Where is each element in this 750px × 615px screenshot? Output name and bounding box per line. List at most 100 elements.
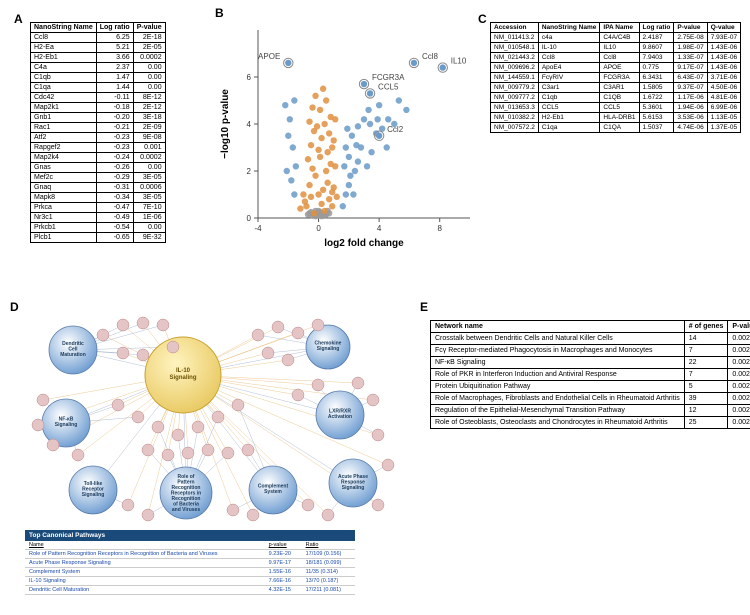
svg-text:Signaling: Signaling [342, 485, 365, 491]
table-cell: Nr3c1 [31, 213, 97, 223]
table-cell: C1qb [31, 73, 97, 83]
table-cell: 1.37E-05 [707, 123, 740, 133]
table-cell: Map2k4 [31, 153, 97, 163]
table-row: Prkca-0.477E-10 [31, 203, 166, 213]
table-cell: Prkcb1 [31, 223, 97, 233]
table-cell: 6.3431 [639, 73, 674, 83]
table-cell: -0.18 [96, 103, 133, 113]
table-cell: 9.23E-20 [265, 550, 302, 559]
table-row: IL-10 Signaling7.66E-1613/70 (0.187) [25, 577, 355, 586]
pathways-d-header: Top Canonical Pathways [25, 530, 355, 541]
table-row: H2-Eb13.660.0002 [31, 53, 166, 63]
table-cell: Prkca [31, 203, 97, 213]
table-cell: NF-κB Signaling [431, 357, 685, 369]
table-cell: 0.00 [133, 223, 165, 233]
svg-text:System: System [264, 489, 282, 495]
table-cell: 9E-32 [133, 233, 165, 243]
table-cell: 4.81E-06 [707, 93, 740, 103]
svg-text:4: 4 [247, 120, 252, 129]
table-row: C4a2.370.00 [31, 63, 166, 73]
col-header: Log ratio [639, 23, 674, 33]
svg-text:0: 0 [247, 214, 252, 223]
table-cell: H2-Eb1 [31, 53, 97, 63]
table-cell: 3.53E-06 [674, 113, 707, 123]
table-cell: Gnas [31, 163, 97, 173]
table-cell: IL-10 [538, 43, 600, 53]
table-cell: 2.75E-08 [674, 33, 707, 43]
svg-text:log2 fold change: log2 fold change [324, 238, 404, 249]
svg-text:and Viruses: and Viruses [172, 507, 200, 513]
table-cell: 0.0021645 [728, 333, 750, 345]
table-cell: -0.26 [96, 163, 133, 173]
table-cell: 2.37 [96, 63, 133, 73]
table-cell: C1QA [600, 123, 639, 133]
table-cell: Acute Phase Response Signaling [25, 559, 265, 568]
table-row: Gnb1-0.203E-18 [31, 113, 166, 123]
table-cell: 0.00 [133, 163, 165, 173]
table-row: NM_010382.2H2-Eb1HLA-DRB15.61533.53E-061… [491, 113, 741, 123]
table-row: Protein Ubiquitination Pathway50.0021645… [431, 381, 750, 393]
table-cell: NM_011413.2 [491, 33, 539, 43]
table-cell: C1QB [600, 93, 639, 103]
table-cell: NM_009696.2 [491, 63, 539, 73]
table-cell: 5.21 [96, 43, 133, 53]
table-cell: Rac1 [31, 123, 97, 133]
table-cell: Crosstalk between Dendritic Cells and Na… [431, 333, 685, 345]
panel-label-a: A [14, 12, 23, 26]
svg-text:Signaling: Signaling [55, 422, 78, 428]
table-cell: -0.47 [96, 203, 133, 213]
table-cell: 0.001 [133, 143, 165, 153]
table-cell: 18/181 (0.099) [302, 559, 355, 568]
table-cell: -0.49 [96, 213, 133, 223]
svg-text:APOE: APOE [258, 52, 280, 61]
col-header: NanoString Name [31, 23, 97, 33]
table-cell: Ccl8 [31, 33, 97, 43]
table-cell: 3.71E-06 [707, 73, 740, 83]
col-header: P-value [728, 321, 750, 333]
table-cell: NM_007572.2 [491, 123, 539, 133]
table-cell: NM_010548.1 [491, 43, 539, 53]
table-cell: 0.0021645 [728, 369, 750, 381]
svg-text:Maturation: Maturation [60, 352, 86, 358]
table-cell: 3E-05 [133, 193, 165, 203]
table-row: Prkcb1-0.540.00 [31, 223, 166, 233]
table-cell: 9.8607 [639, 43, 674, 53]
table-cell: 2E-09 [133, 123, 165, 133]
table-cell: NM_144559.1 [491, 73, 539, 83]
table-cell: Mapk8 [31, 193, 97, 203]
table-cell: 7 [684, 345, 728, 357]
table-row: NM_010548.1IL-10IL109.86071.98E-071.43E-… [491, 43, 741, 53]
table-row: Atf2-0.239E-08 [31, 133, 166, 143]
table-cell: 6.25 [96, 33, 133, 43]
table-cell: 0.0002 [133, 53, 165, 63]
table-cell: C3ar1 [538, 83, 600, 93]
table-cell: 1.43E-06 [707, 53, 740, 63]
table-cell: Atf2 [31, 133, 97, 143]
table-cell: Gnaq [31, 183, 97, 193]
table-cell: APOE [600, 63, 639, 73]
table-cell: -0.23 [96, 143, 133, 153]
table-cell: Ccl8 [538, 53, 600, 63]
table-cell: 0.0021645 [728, 357, 750, 369]
volcano-plot: -40480246log2 fold change−log10 p-valueA… [210, 18, 480, 253]
table-cell: 0.0021645 [728, 381, 750, 393]
table-cell: 2.4187 [639, 33, 674, 43]
svg-text:IL-10: IL-10 [176, 368, 191, 374]
table-cell: H2-Eb1 [538, 113, 600, 123]
table-cell: FcγRIV [538, 73, 600, 83]
svg-text:4: 4 [377, 224, 382, 233]
table-cell: 39 [684, 393, 728, 405]
table-cell: Complement System [25, 568, 265, 577]
table-row: Mef2c-0.293E-05 [31, 173, 166, 183]
table-row: NM_007572.2C1qaC1QA1.50374.74E-061.37E-0… [491, 123, 741, 133]
svg-text:Ccl8: Ccl8 [422, 52, 439, 61]
table-cell: 5.3601 [639, 103, 674, 113]
table-cell: 1.5805 [639, 83, 674, 93]
table-cell: 0.0021645 [728, 417, 750, 429]
table-row: Ccl86.252E-18 [31, 33, 166, 43]
table-cell: Cdc42 [31, 93, 97, 103]
table-cell: Dendritic Cell Maturation [25, 586, 265, 595]
table-cell: 9.37E-07 [674, 83, 707, 93]
table-cell: Role of Macrophages, Fibroblasts and End… [431, 393, 685, 405]
table-cell: c4a [538, 33, 600, 43]
